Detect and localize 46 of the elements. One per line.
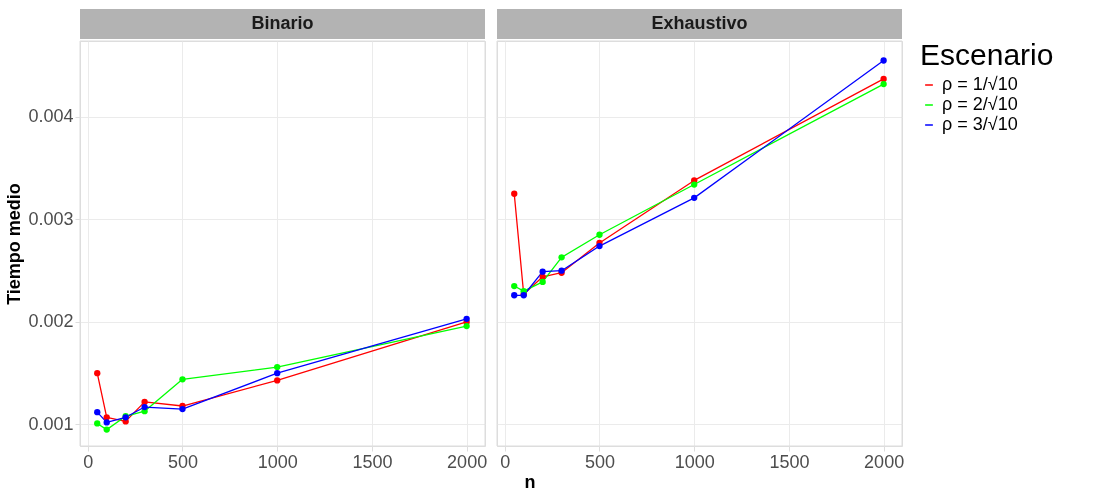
x-tick-label: 1500 (769, 451, 810, 472)
point (141, 398, 148, 406)
point (463, 322, 470, 330)
point (94, 370, 101, 377)
point (179, 376, 186, 383)
point (94, 409, 101, 416)
y-tick-label: 0.001 (28, 413, 74, 434)
point (691, 181, 698, 188)
point (558, 254, 565, 261)
point (141, 403, 148, 411)
x-tick-label: 2000 (864, 451, 905, 472)
legend-label: ρ = 3/√10 (942, 114, 1018, 134)
point (691, 194, 698, 202)
point (274, 377, 281, 384)
x-tick-label: 2000 (447, 451, 488, 472)
point (511, 282, 518, 290)
point (511, 292, 518, 299)
point (274, 363, 281, 371)
y-tick-label: 0.003 (28, 208, 74, 229)
x-tick-label: 500 (167, 451, 198, 472)
x-axis-title: n (524, 471, 536, 492)
point (880, 57, 887, 64)
chart-title: Exhaustivo (651, 13, 748, 33)
point (539, 268, 546, 275)
x-tick-label: 1000 (257, 451, 298, 472)
legend-label: ρ = 2/√10 (942, 94, 1018, 114)
point (880, 75, 887, 83)
x-tick-label: 1000 (674, 451, 715, 472)
point (103, 419, 110, 426)
point (880, 80, 887, 88)
x-tick-label: 0 (500, 451, 511, 472)
y-axis-title: Tiempo medio (4, 183, 25, 305)
point (539, 278, 546, 286)
point (94, 420, 101, 427)
y-tick-label: 0.004 (28, 106, 74, 127)
point (103, 426, 110, 433)
chart-title: Binario (251, 13, 314, 33)
point (596, 231, 603, 238)
x-tick-label: 1500 (352, 451, 393, 472)
point (274, 370, 281, 377)
x-tick-label: 0 (83, 451, 94, 472)
y-tick-label: 0.002 (28, 311, 74, 332)
x-tick-label: 500 (584, 451, 615, 472)
point (511, 190, 518, 197)
legend-title: Escenario (920, 38, 1054, 71)
legend-label: ρ = 1/√10 (942, 74, 1018, 94)
